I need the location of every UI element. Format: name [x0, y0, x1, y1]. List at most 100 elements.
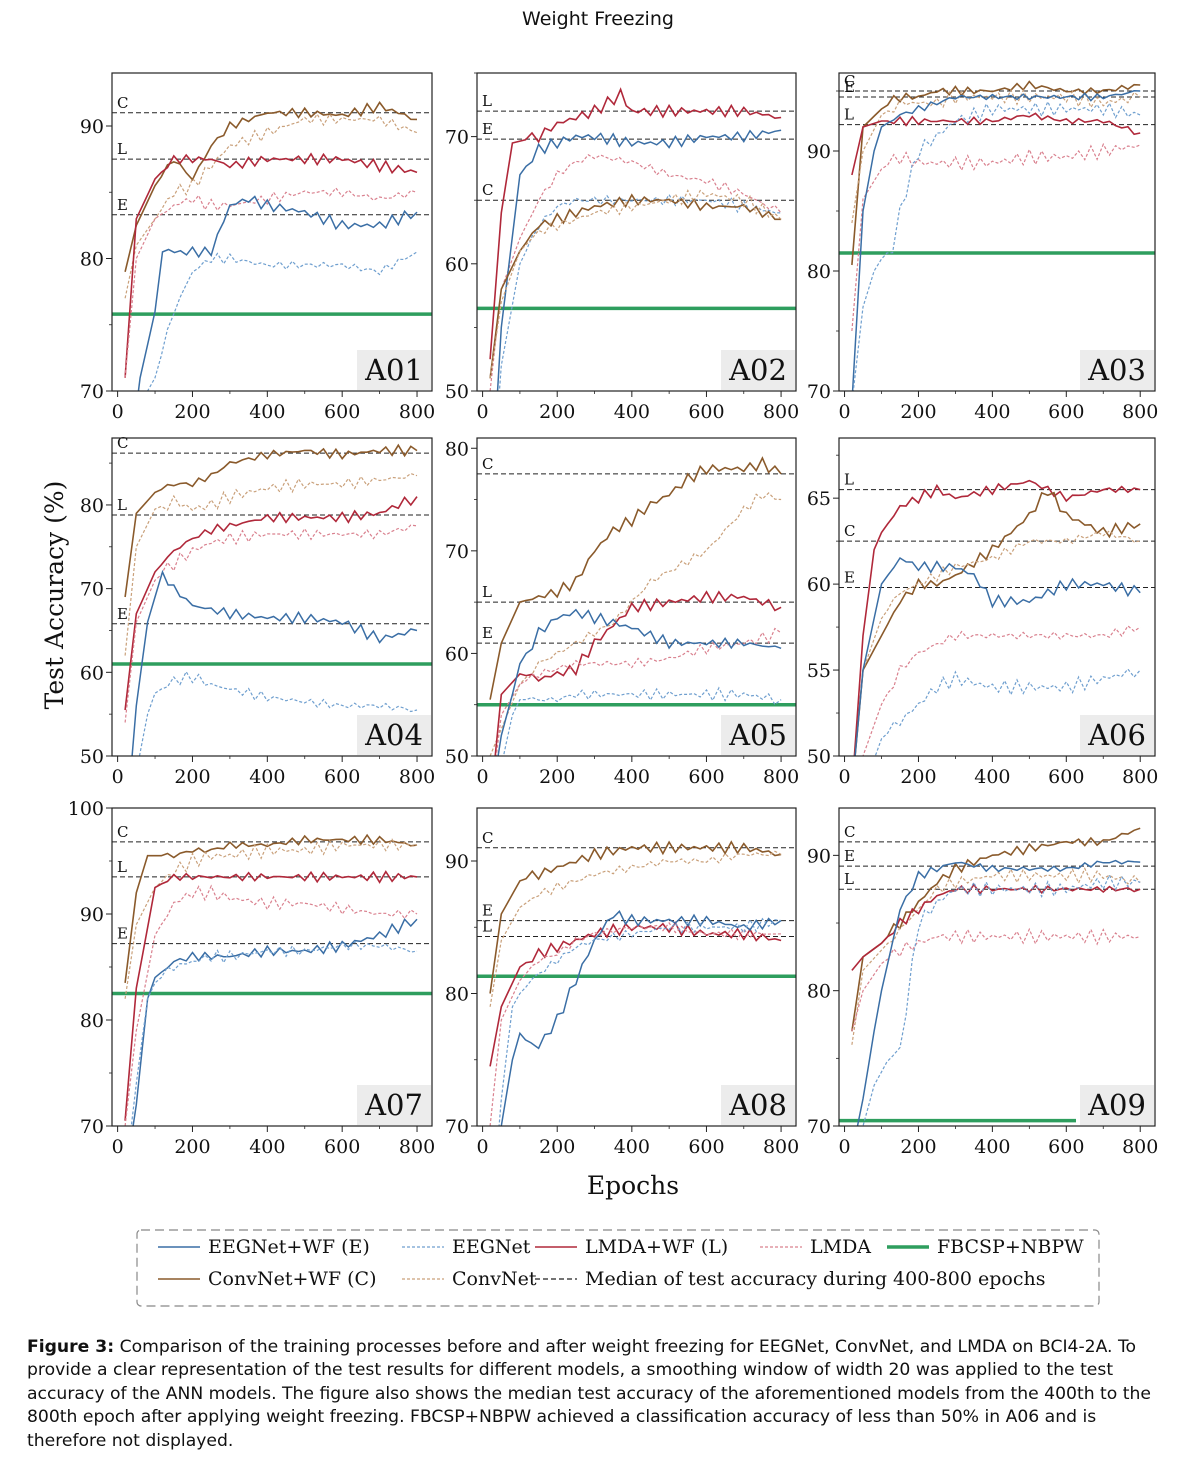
y-tick-label: 70	[80, 1116, 104, 1138]
series-line-lmda	[851, 927, 1141, 1032]
median-label-C: C	[482, 829, 493, 847]
y-tick-label: 60	[80, 662, 104, 684]
plot-frame	[838, 437, 1156, 757]
y-tick-label: 55	[807, 660, 831, 682]
median-label-C: C	[844, 72, 855, 90]
y-tick-label: 50	[445, 381, 469, 403]
median-label-E: E	[117, 605, 128, 623]
median-label-E: E	[482, 120, 493, 138]
panel-label-box	[1080, 350, 1154, 390]
panel-A09: CEL 70 80 90 0 200 400 600 800 A09	[807, 807, 1158, 1158]
x-tick-label: 0	[112, 766, 124, 788]
series-line-eeg-wf	[131, 569, 418, 756]
legend-label-conv-wf: ConvNet+WF (C)	[208, 1268, 377, 1290]
panel-label: A05	[728, 718, 787, 752]
median-label-C: C	[117, 823, 128, 841]
caption-label: Figure 3:	[27, 1337, 115, 1357]
series-line-lmda-wf	[124, 495, 418, 711]
x-tick-label: 800	[763, 401, 799, 423]
panel-label: A09	[1087, 1088, 1146, 1122]
x-tick-label: 800	[1122, 401, 1158, 423]
series-line-eeg	[498, 917, 782, 1126]
x-tick-label: 0	[477, 766, 489, 788]
x-tick-label: 800	[763, 766, 799, 788]
series-line-lmda	[489, 921, 782, 1126]
series-line-lmda-wf	[494, 590, 782, 756]
x-tick-label: 200	[174, 766, 210, 788]
x-tick-label: 800	[399, 401, 435, 423]
series-line-lmda	[124, 524, 418, 723]
plot-frame	[838, 72, 1156, 392]
x-tick-label: 400	[249, 401, 285, 423]
series-line-lmda-wf	[851, 112, 1141, 176]
series-line-eeg	[138, 670, 418, 756]
x-tick-label: 600	[688, 1136, 724, 1158]
panel-label: A02	[728, 353, 787, 387]
median-label-L: L	[844, 471, 854, 489]
page-header: Weight Freezing	[522, 8, 674, 30]
y-tick-label: 70	[807, 381, 831, 403]
series-line-conv-wf	[854, 491, 1141, 756]
x-tick-label: 800	[1122, 1136, 1158, 1158]
median-label-C: C	[117, 94, 128, 112]
series-line-eeg-wf	[497, 608, 782, 756]
series-line-conv-wf	[124, 833, 418, 983]
plot-frame	[476, 72, 797, 392]
y-tick-label: 80	[445, 438, 469, 460]
panel-label: A01	[364, 353, 423, 387]
plot-area	[477, 456, 796, 756]
x-tick-label: 600	[324, 401, 360, 423]
figure-caption: Figure 3: Comparison of the training pro…	[27, 1336, 1175, 1453]
legend-label-lmda: LMDA	[810, 1236, 871, 1258]
series-line-eeg-wf	[137, 195, 418, 391]
y-tick-label: 65	[807, 488, 831, 510]
series-line-conv-wf	[489, 193, 782, 379]
x-tick-label: 400	[614, 766, 650, 788]
series-line-conv-wf	[124, 443, 418, 598]
series-line-conv	[124, 838, 418, 999]
legend-label-eeg-wf: EEGNet+WF (E)	[208, 1236, 370, 1258]
plot-area	[112, 100, 432, 391]
panel-A01: C L E 70 80 90 0 200 400 600 800 A01	[80, 72, 435, 423]
plot-area	[477, 840, 796, 1126]
plot-frame	[476, 437, 797, 757]
panel-label-box	[1080, 1085, 1154, 1125]
series-line-eeg-wf	[500, 910, 782, 1126]
series-line-lmda	[862, 624, 1141, 756]
x-tick-label: 600	[1048, 1136, 1084, 1158]
panel-A08: C EL 70 80 90 0 200 400 600 800 A08	[445, 807, 799, 1158]
y-tick-label: 50	[445, 746, 469, 768]
series-line-conv	[489, 189, 782, 379]
panel-label-box	[357, 350, 431, 390]
x-axis-title: Epochs	[587, 1171, 679, 1200]
legend-label-fbcsp: FBCSP+NBPW	[937, 1236, 1084, 1258]
median-label-C: C	[117, 434, 128, 452]
y-tick-label: 80	[80, 249, 104, 271]
panel-label-box	[357, 715, 431, 755]
caption-text: Comparison of the training processes bef…	[27, 1337, 1151, 1451]
series-line-lmda-wf	[124, 870, 418, 1121]
panel-label: A06	[1087, 718, 1146, 752]
x-tick-label: 0	[838, 1136, 850, 1158]
series-line-lmda-wf	[489, 87, 782, 360]
x-tick-label: 0	[838, 766, 850, 788]
x-tick-label: 0	[838, 401, 850, 423]
x-tick-label: 200	[174, 401, 210, 423]
panel-label-box	[721, 1085, 795, 1125]
median-label-C: C	[482, 181, 493, 199]
x-tick-label: 600	[324, 766, 360, 788]
series-line-eeg-wf	[496, 129, 782, 391]
x-tick-label: 0	[477, 401, 489, 423]
y-tick-label: 80	[445, 984, 469, 1006]
y-tick-label: 50	[80, 746, 104, 768]
median-label-E: E	[482, 902, 493, 920]
median-label-E: E	[844, 847, 855, 865]
series-line-eeg-wf	[856, 859, 1141, 1126]
y-tick-label: 90	[80, 904, 104, 926]
legend: EEGNet+WF (E) EEGNet LMDA+WF (L) LMDA FBCSP+…	[136, 1229, 1100, 1307]
y-tick-label: 90	[807, 845, 831, 867]
median-label-L: L	[482, 583, 492, 601]
series-line-conv	[489, 850, 782, 1007]
series-line-conv-wf	[489, 840, 782, 994]
